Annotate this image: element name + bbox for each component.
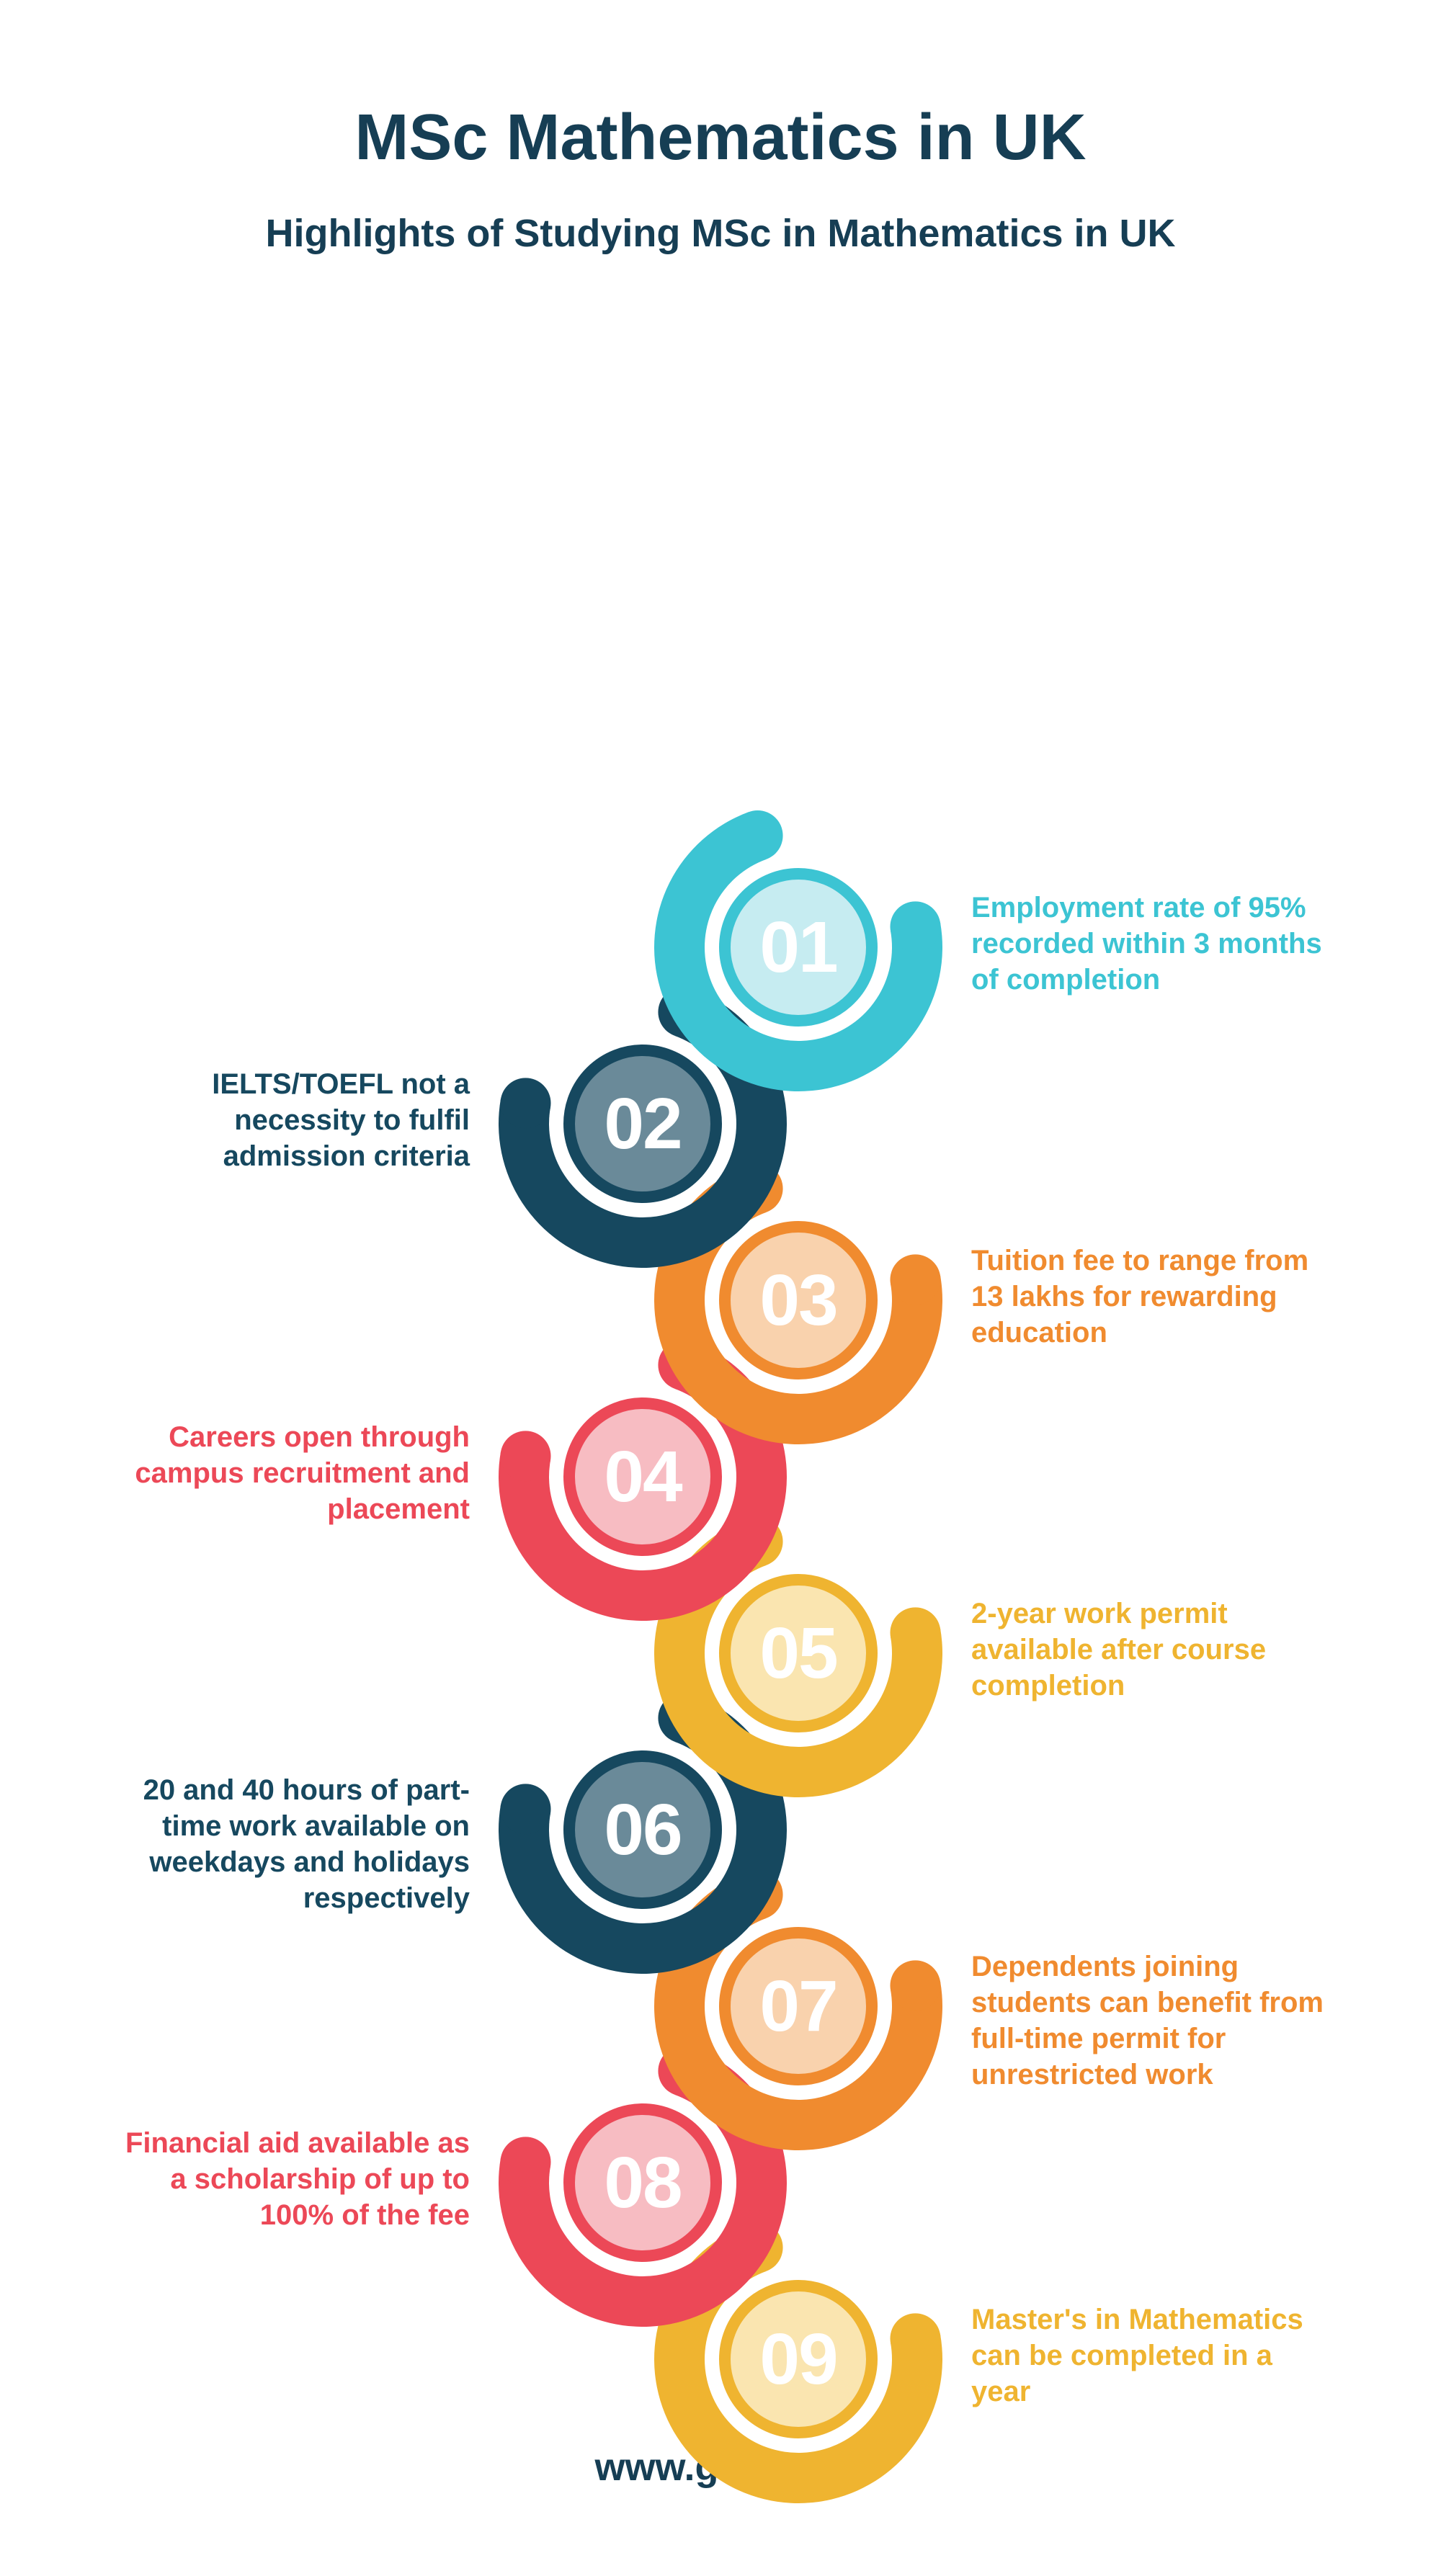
highlight-item-01: 01 bbox=[654, 803, 942, 1091]
highlight-number: 07 bbox=[759, 1965, 837, 2048]
highlight-text-03: Tuition fee to range from 13 lakhs for r… bbox=[971, 1243, 1331, 1351]
page-subtitle: Highlights of Studying MSc in Mathematic… bbox=[0, 211, 1441, 256]
highlight-number: 04 bbox=[604, 1436, 681, 1519]
highlight-number: 02 bbox=[604, 1083, 681, 1166]
highlight-text-08: Financial aid available as a scholarship… bbox=[110, 2125, 470, 2233]
highlight-text-04: Careers open through campus recruitment … bbox=[110, 1419, 470, 1527]
highlight-text-05: 2-year work permit available after cours… bbox=[971, 1596, 1331, 1704]
highlights-chain: 01 Employment rate of 95% recorded within… bbox=[0, 400, 1441, 2129]
number-disc: 01 bbox=[719, 868, 878, 1027]
highlight-number: 06 bbox=[604, 1789, 681, 1871]
highlight-text-01: Employment rate of 95% recorded within 3… bbox=[971, 890, 1331, 998]
highlight-number: 03 bbox=[759, 1259, 837, 1342]
page-title: MSc Mathematics in UK bbox=[0, 101, 1441, 175]
highlight-text-07: Dependents joining students can benefit … bbox=[971, 1949, 1331, 2093]
highlight-text-02: IELTS/TOEFL not a necessity to fulfil ad… bbox=[110, 1066, 470, 1174]
highlight-text-09: Master's in Mathematics can be completed… bbox=[971, 2302, 1331, 2410]
highlight-number: 01 bbox=[759, 906, 837, 989]
infographic-container: MSc Mathematics in UK Highlights of Stud… bbox=[0, 0, 1441, 2576]
highlight-text-06: 20 and 40 hours of part-time work availa… bbox=[110, 1772, 470, 1916]
highlight-number: 05 bbox=[759, 1612, 837, 1695]
highlight-number: 08 bbox=[604, 2142, 681, 2224]
highlight-number: 09 bbox=[759, 2318, 837, 2401]
